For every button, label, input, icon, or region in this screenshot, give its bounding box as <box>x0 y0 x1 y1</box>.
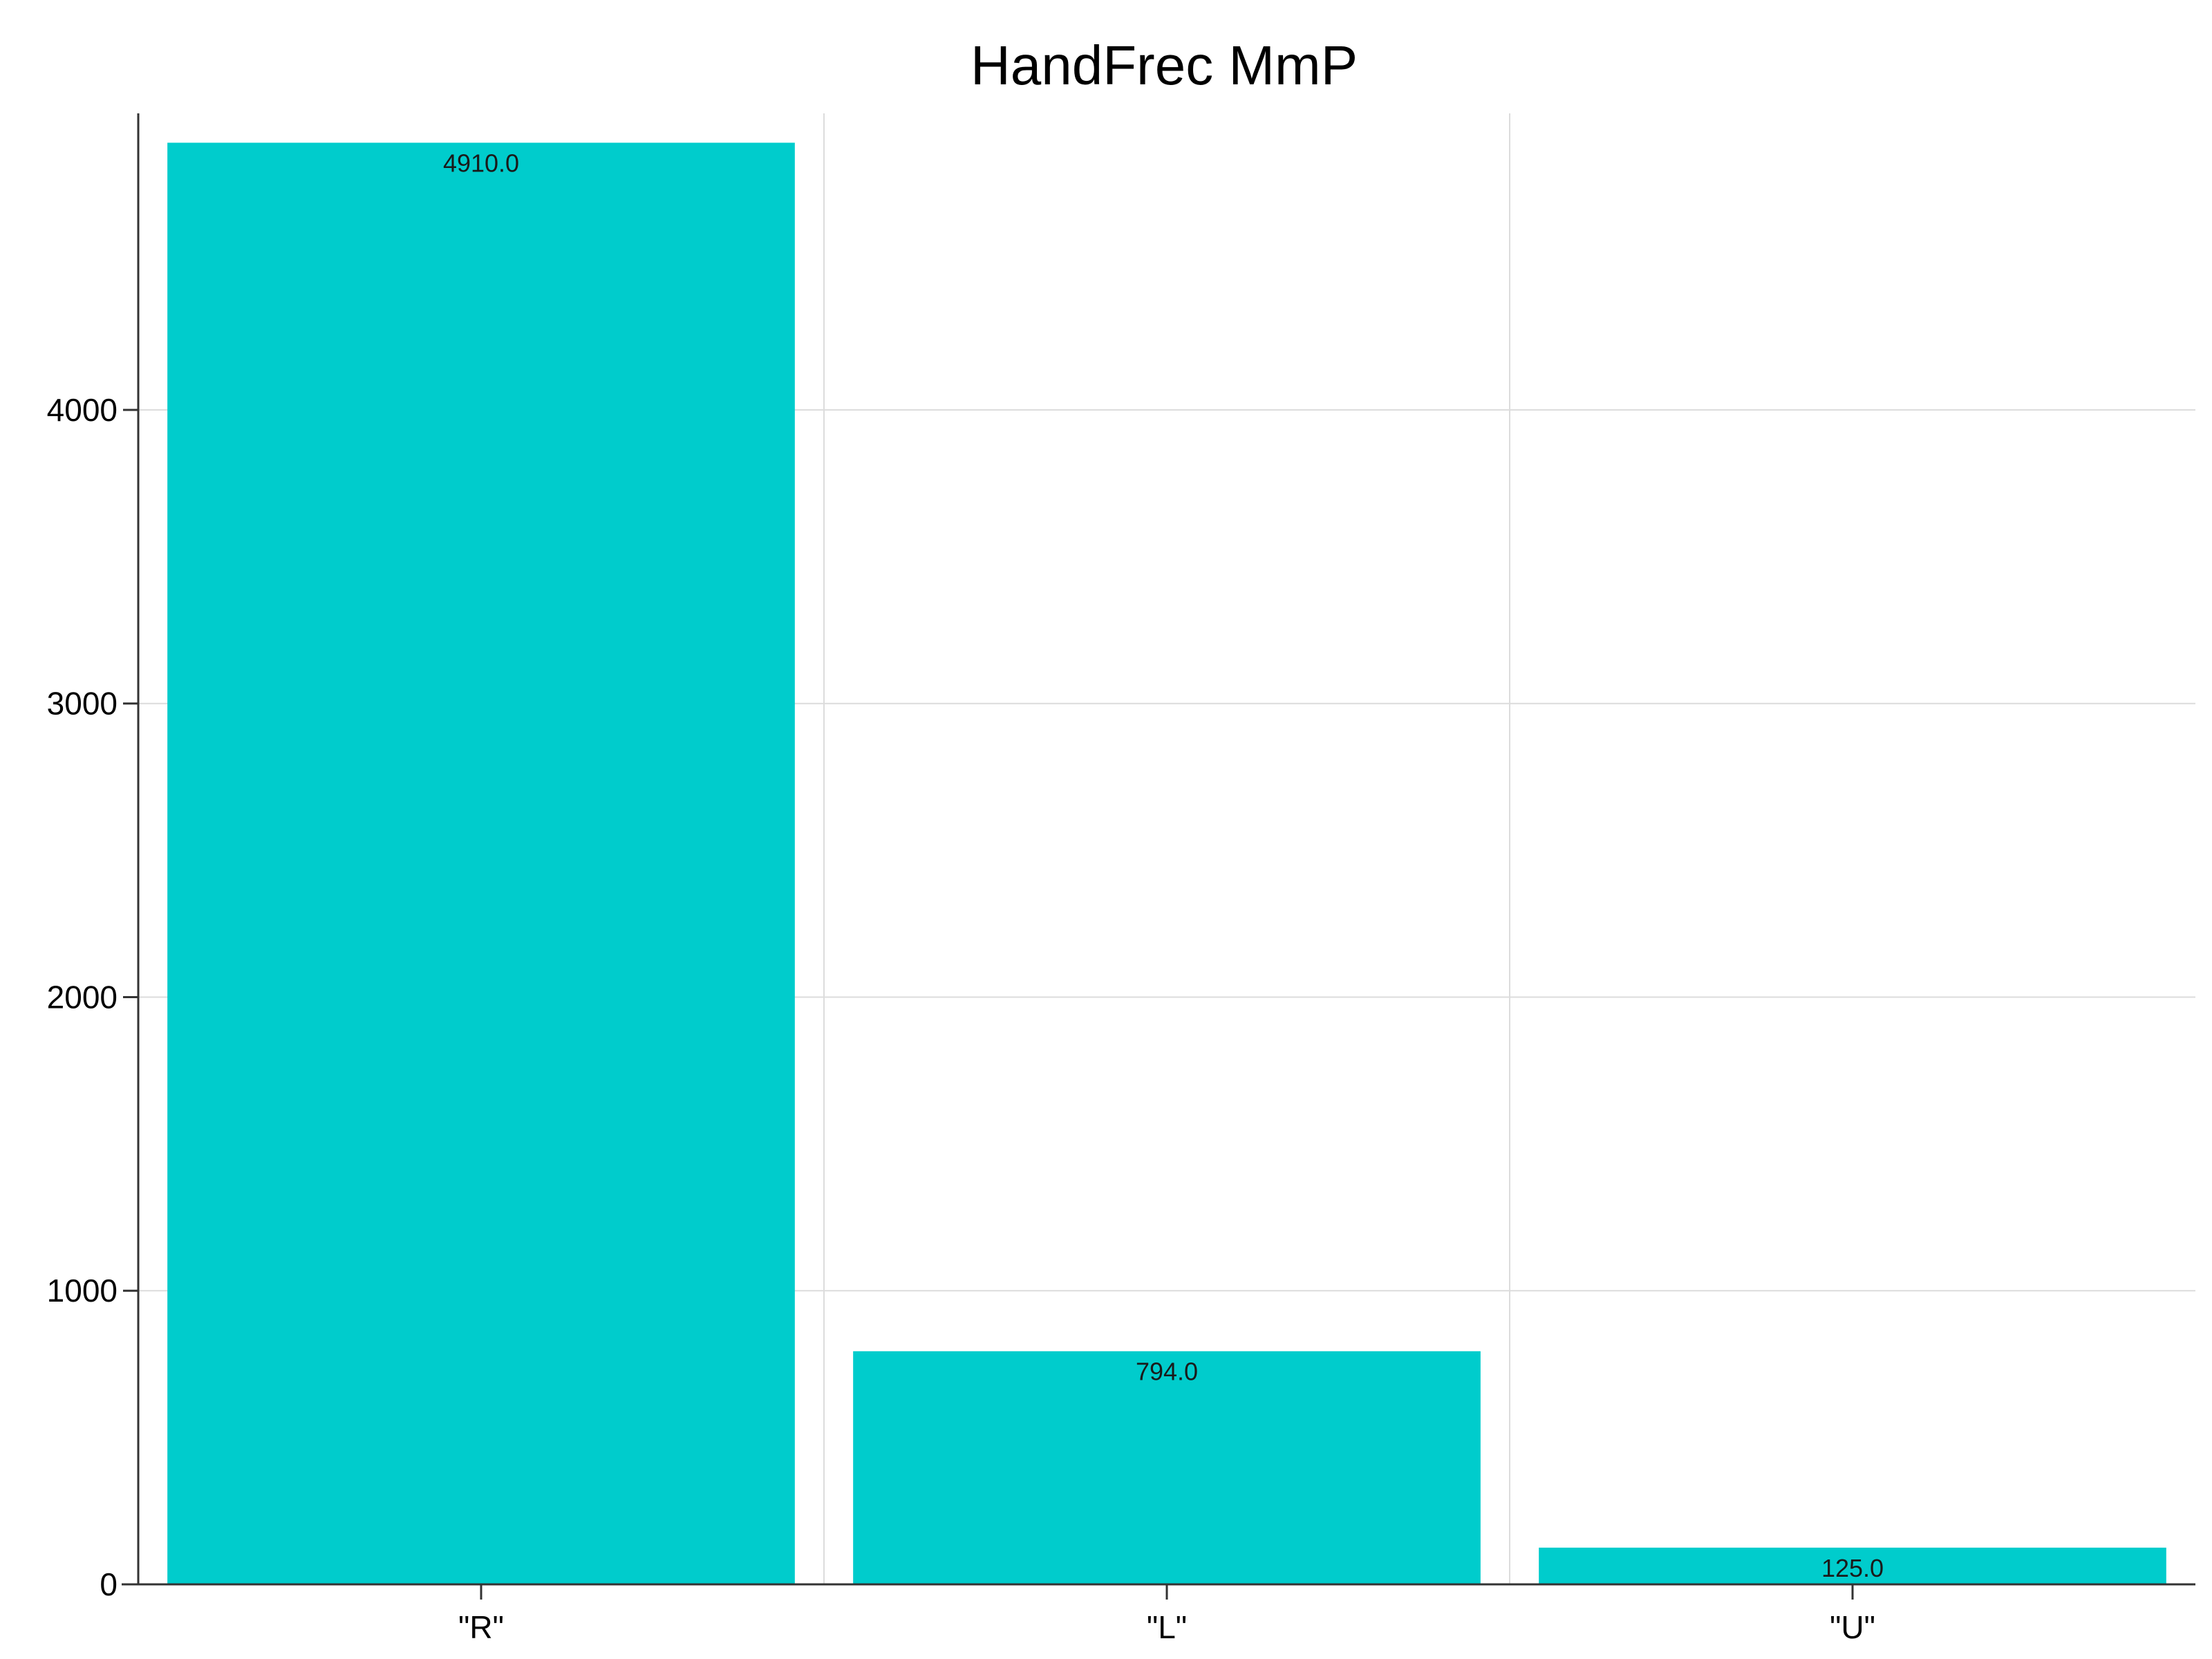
data-label-1: 794.0 <box>1136 1358 1198 1386</box>
bar-0 <box>167 142 795 1584</box>
chart-title: HandFrec MmP <box>971 35 1358 96</box>
axis-ticks: "R" "L" "U" 0 1000 2000 3000 4000 <box>47 392 1875 1645</box>
x-tick-label-0: "R" <box>458 1609 504 1645</box>
x-tick-label-1: "L" <box>1147 1609 1187 1645</box>
bar-2 <box>1539 1547 2166 1584</box>
y-tick-label-1: 1000 <box>47 1273 118 1309</box>
y-tick-label-2: 2000 <box>47 979 118 1015</box>
x-tick-label-2: "U" <box>1830 1609 1875 1645</box>
data-label-0: 4910.0 <box>443 149 519 177</box>
axes <box>122 113 2195 1586</box>
bars <box>167 142 2166 1584</box>
data-labels: 4910.0 794.0 125.0 <box>443 149 1884 1582</box>
y-tick-label-3: 3000 <box>47 686 118 722</box>
bar-1 <box>853 1351 1481 1584</box>
data-label-2: 125.0 <box>1821 1554 1884 1582</box>
y-tick-label-4: 4000 <box>47 392 118 428</box>
y-tick-label-0: 0 <box>100 1566 118 1602</box>
